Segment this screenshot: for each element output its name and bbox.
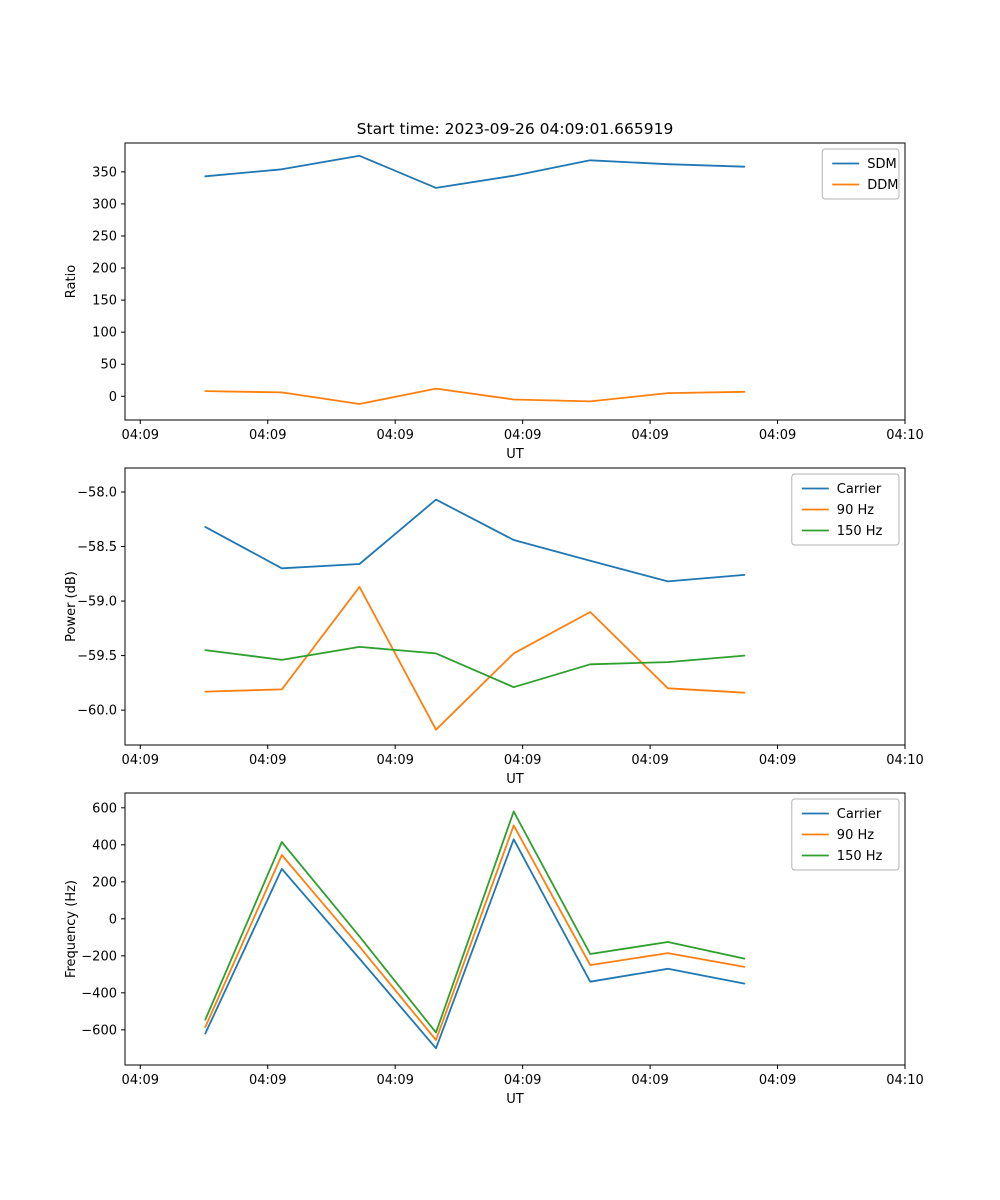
y-tick-label: −59.0 [77,595,117,610]
y-axis-label: Power (dB) [64,571,79,642]
x-tick-label: 04:09 [249,1073,286,1088]
legend-label: Carrier [837,807,882,822]
series-line-150-hz [204,646,746,689]
x-tick-label: 04:09 [759,428,796,443]
x-tick-label: 04:09 [631,428,668,443]
y-tick-label: −59.5 [77,649,117,664]
series-line-carrier [204,498,746,583]
y-axis-label: Frequency (Hz) [64,880,79,978]
x-tick-label: 04:09 [376,753,413,768]
x-tick-label: 04:10 [886,753,923,768]
x-tick-label: 04:09 [249,428,286,443]
x-tick-label: 04:09 [122,428,159,443]
y-tick-label: −400 [81,986,117,1001]
legend-box [791,798,900,871]
legend-label: DDM [867,178,898,193]
y-tick-label: 0 [109,390,117,405]
x-tick-label: 04:09 [122,753,159,768]
figure-title: Start time: 2023-09-26 04:09:01.665919 [356,120,674,138]
frequency-chart: 600 400 200 0 −200 −400 −600 04:09 04:09 04:09 04:… [64,792,924,1107]
legend-label: 150 Hz [837,524,883,539]
x-tick-label: 04:09 [504,753,541,768]
x-tick-label: 04:09 [759,753,796,768]
plot-border [124,792,906,1066]
x-tick-label: 04:09 [631,1073,668,1088]
y-tick-label: 400 [92,838,117,853]
y-tick-label: 200 [92,875,117,890]
y-tick-label: −58.0 [77,485,117,500]
legend-box [791,473,900,546]
x-axis-label: UT [506,1092,524,1107]
x-axis-label: UT [506,447,524,462]
y-tick-label: 600 [92,801,117,816]
y-tick-label: 350 [92,165,117,180]
legend: SDM DDM [821,148,900,200]
y-tick-label: 150 [92,294,117,309]
x-tick-label: 04:10 [886,1073,923,1088]
power-chart: −58.0 −58.5 −59.0 −59.5 −60.0 04:09 04:09 04:09… [64,467,924,787]
y-tick-label: −200 [81,949,117,964]
legend-box [821,148,900,200]
ratio-chart: 0 50 100 150 200 250 300 350 04:09 04:09 04:09 04:0… [64,142,924,462]
y-tick-label: −58.5 [77,540,117,555]
legend-label: Carrier [837,482,882,497]
y-tick-label: 250 [92,229,117,244]
series-line-ddm [204,387,746,405]
plot-border [124,467,906,746]
x-tick-label: 04:09 [504,1073,541,1088]
y-axis-label: Ratio [64,265,79,298]
x-tick-label: 04:09 [759,1073,796,1088]
series-line-90-hz [204,824,746,1041]
plot-border [124,142,906,421]
y-tick-label: 300 [92,197,117,212]
series-line-sdm [204,154,746,189]
legend-label: SDM [867,157,896,172]
x-tick-label: 04:09 [376,1073,413,1088]
x-tick-label: 04:09 [376,428,413,443]
x-tick-label: 04:09 [504,428,541,443]
series-line-90-hz [204,586,746,731]
y-tick-label: −60.0 [77,704,117,719]
y-tick-label: 0 [109,912,117,927]
legend-label: 90 Hz [837,828,874,843]
x-tick-label: 04:09 [249,753,286,768]
y-tick-label: 200 [92,262,117,277]
legend: Carrier 90 Hz 150 Hz [791,473,900,546]
legend-label: 90 Hz [837,503,874,518]
series-line-carrier [204,838,746,1050]
x-tick-label: 04:10 [886,428,923,443]
y-tick-label: 100 [92,326,117,341]
x-axis-label: UT [506,772,524,787]
x-tick-label: 04:09 [122,1073,159,1088]
series-line-150-hz [204,810,746,1034]
x-tick-label: 04:09 [631,753,668,768]
legend: Carrier 90 Hz 150 Hz [791,798,900,871]
legend-label: 150 Hz [837,849,883,864]
y-tick-label: −600 [81,1023,117,1038]
y-tick-label: 50 [100,358,117,373]
